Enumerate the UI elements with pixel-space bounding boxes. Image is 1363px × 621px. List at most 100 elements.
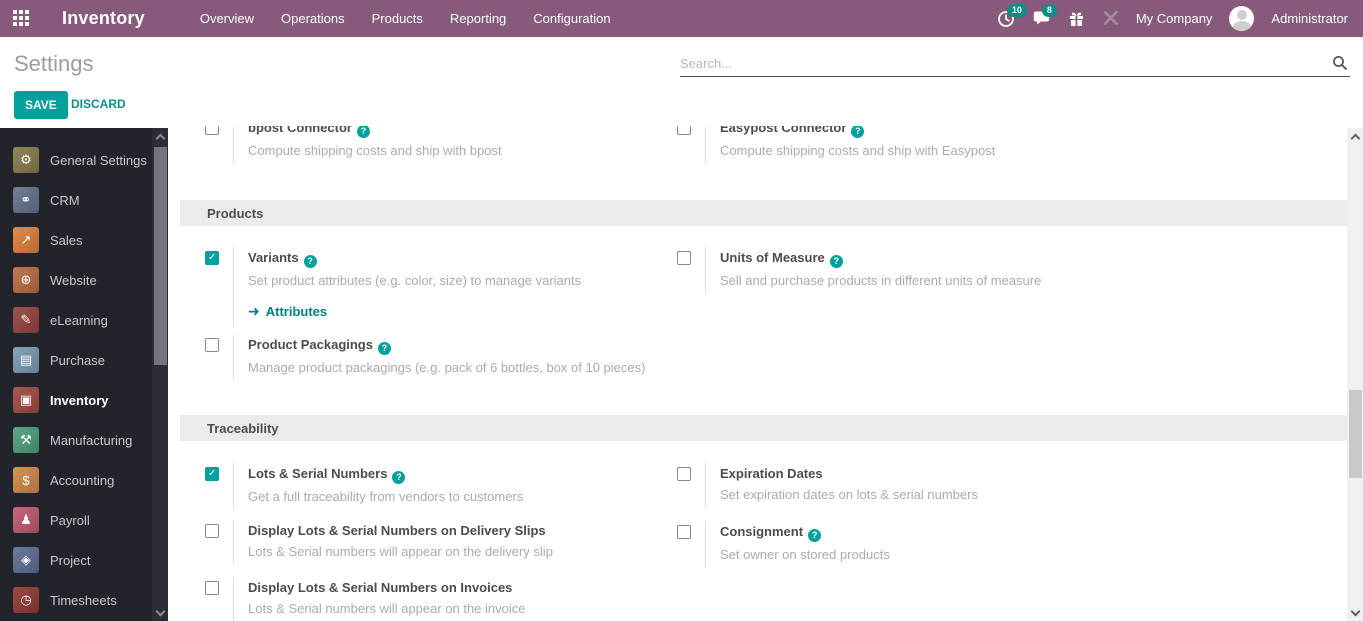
consignment-checkbox[interactable]: [677, 525, 691, 539]
sidebar-item-project[interactable]: ◈ Project: [0, 540, 152, 580]
help-icon: [377, 341, 391, 355]
setting-easypost-connector: Easypost Connector Compute shipping cost…: [677, 126, 1132, 164]
help-icon: [303, 254, 317, 268]
variants-checkbox[interactable]: [205, 251, 219, 265]
sidebar-item-website[interactable]: ⊕ Website: [0, 260, 152, 300]
sidebar-item-label: CRM: [50, 192, 80, 208]
discard-button[interactable]: DISCARD: [71, 97, 126, 111]
sidebar-item-accounting[interactable]: $ Accounting: [0, 460, 152, 500]
sidebar-item-label: Timesheets: [50, 592, 117, 608]
setting-description: Sell and purchase products in different …: [720, 272, 1042, 288]
scroll-up-icon[interactable]: [155, 133, 165, 144]
menu-overview[interactable]: Overview: [199, 11, 255, 26]
sidebar-item-sales[interactable]: ↗ Sales: [0, 220, 152, 260]
sidebar-item-label: Payroll: [50, 512, 90, 528]
scroll-down-icon[interactable]: [155, 606, 165, 617]
sidebar-item-timesheets[interactable]: ◷ Timesheets: [0, 580, 152, 620]
setting-display-lots-delivery-slips: Display Lots & Serial Numbers on Deliver…: [205, 520, 660, 565]
gear-icon: ⚙: [13, 147, 39, 173]
display-lots-delivery-checkbox[interactable]: [205, 524, 219, 538]
sidebar-item-label: Accounting: [50, 472, 115, 488]
setting-display-lots-invoices: Display Lots & Serial Numbers on Invoice…: [205, 577, 660, 621]
topbar-right: 10 8 My Company Administrator: [997, 3, 1363, 31]
expiration-dates-checkbox[interactable]: [677, 467, 691, 481]
sidebar-item-crm[interactable]: ⚭ CRM: [0, 180, 152, 220]
globe-icon: ⊕: [13, 267, 39, 293]
sidebar-scrollbar-thumb[interactable]: [153, 147, 167, 365]
sidebar-item-payroll[interactable]: ♟ Payroll: [0, 500, 152, 540]
sidebar-item-elearning[interactable]: ✎ eLearning: [0, 300, 152, 340]
scroll-up-icon[interactable]: [1350, 133, 1360, 144]
sidebar-item-label: General Settings: [50, 152, 147, 168]
scroll-down-icon[interactable]: [1350, 606, 1360, 617]
save-button[interactable]: SAVE: [14, 91, 68, 119]
units-of-measure-checkbox[interactable]: [677, 251, 691, 265]
help-icon: [392, 470, 406, 484]
setting-description: Manage product packagings (e.g. pack of …: [248, 359, 646, 375]
setting-description: Compute shipping costs and ship with bpo…: [248, 142, 502, 158]
setting-consignment: Consignment Set owner on stored products: [677, 521, 1132, 568]
control-panel: Settings SAVE DISCARD: [0, 37, 1363, 128]
content-scrollbar[interactable]: [1347, 128, 1363, 621]
menu-reporting[interactable]: Reporting: [449, 11, 507, 26]
setting-units-of-measure: Units of Measure Sell and purchase produ…: [677, 247, 1132, 294]
setting-label: Product Packagings: [248, 337, 660, 355]
apps-grid-icon[interactable]: [13, 10, 30, 27]
handshake-icon: ⚭: [13, 187, 39, 213]
setting-description: Lots & Serial numbers will appear on the…: [248, 544, 553, 559]
help-icon: [829, 254, 843, 268]
setting-description: Set expiration dates on lots & serial nu…: [720, 487, 978, 502]
menu-products[interactable]: Products: [371, 11, 423, 26]
display-lots-invoices-checkbox[interactable]: [205, 581, 219, 595]
gift-icon[interactable]: [1068, 10, 1085, 27]
topbar: Inventory Overview Operations Products R…: [0, 0, 1363, 37]
help-icon: [357, 126, 370, 138]
wrench-icon: ⚒: [13, 427, 39, 453]
search-input[interactable]: [680, 51, 1320, 75]
section-header-products: Products: [180, 200, 1347, 226]
arrow-right-icon: ➜: [248, 302, 260, 319]
sidebar-item-purchase[interactable]: ▤ Purchase: [0, 340, 152, 380]
attributes-link[interactable]: ➜ Attributes: [248, 302, 328, 319]
sidebar-scrollbar[interactable]: [152, 128, 168, 621]
sidebar-item-manufacturing[interactable]: ⚒ Manufacturing: [0, 420, 152, 460]
content-scrollbar-thumb[interactable]: [1348, 390, 1362, 478]
lots-serial-numbers-checkbox[interactable]: [205, 467, 219, 481]
setting-label: bpost Connector: [248, 126, 660, 138]
setting-lots-serial-numbers: Lots & Serial Numbers Get a full traceab…: [205, 463, 660, 510]
messages-icon[interactable]: 8: [1032, 4, 1057, 27]
app-name: Inventory: [62, 8, 145, 28]
activity-clock-icon[interactable]: 10: [997, 3, 1027, 28]
search-bar: [680, 51, 1350, 77]
user-menu[interactable]: Administrator: [1271, 11, 1348, 26]
stopwatch-icon: ◷: [13, 587, 39, 613]
setting-label: Display Lots & Serial Numbers on Deliver…: [248, 523, 546, 538]
sidebar-item-general-settings[interactable]: ⚙ General Settings: [0, 140, 152, 180]
setting-label: Expiration Dates: [720, 466, 823, 481]
sidebar-item-label: Purchase: [50, 352, 105, 368]
menu-operations[interactable]: Operations: [281, 11, 345, 26]
bpost-connector-checkbox[interactable]: [205, 126, 219, 135]
boxes-icon: ▣: [13, 387, 39, 413]
setting-description: Set product attributes (e.g. color, size…: [248, 272, 582, 288]
menu-configuration[interactable]: Configuration: [533, 11, 611, 26]
setting-label: Lots & Serial Numbers: [248, 466, 660, 484]
sidebar-item-inventory[interactable]: ▣ Inventory: [0, 380, 152, 420]
setting-label: Display Lots & Serial Numbers on Invoice…: [248, 580, 513, 595]
search-icon[interactable]: [1332, 55, 1348, 76]
section-header-traceability: Traceability: [180, 415, 1347, 441]
setting-label: Consignment: [720, 524, 1132, 542]
page-title: Settings: [14, 51, 94, 76]
sidebar-item-label: Website: [50, 272, 97, 288]
product-packagings-checkbox[interactable]: [205, 338, 219, 352]
employee-icon: ♟: [13, 507, 39, 533]
user-avatar[interactable]: [1229, 6, 1255, 31]
sidebar-item-label: Inventory: [50, 392, 109, 408]
setting-bpost-connector: bpost Connector Compute shipping costs a…: [205, 126, 660, 164]
messages-badge: 8: [1041, 4, 1057, 17]
tools-icon[interactable]: [1102, 10, 1119, 27]
setting-label: Variants: [248, 250, 660, 268]
easypost-connector-checkbox[interactable]: [677, 126, 691, 135]
company-menu[interactable]: My Company: [1135, 11, 1213, 26]
sales-chart-icon: ↗: [13, 227, 39, 253]
